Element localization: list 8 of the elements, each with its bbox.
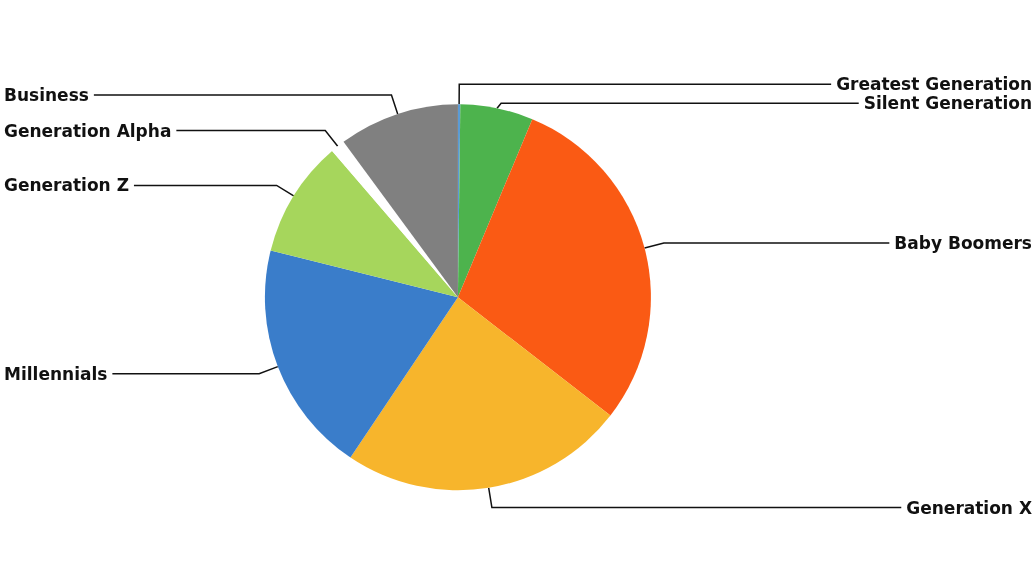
slice-label: Baby Boomers xyxy=(894,233,1032,253)
slice-label: Greatest Generation xyxy=(836,74,1032,95)
slice-label: Millennials xyxy=(4,363,108,384)
slice-label: Silent Generation xyxy=(863,93,1032,114)
slice-label: Business xyxy=(4,84,89,105)
slice-label: Generation Alpha xyxy=(4,120,172,141)
slice-label: Generation Z xyxy=(4,175,129,196)
slice-label: Generation X xyxy=(906,497,1032,518)
